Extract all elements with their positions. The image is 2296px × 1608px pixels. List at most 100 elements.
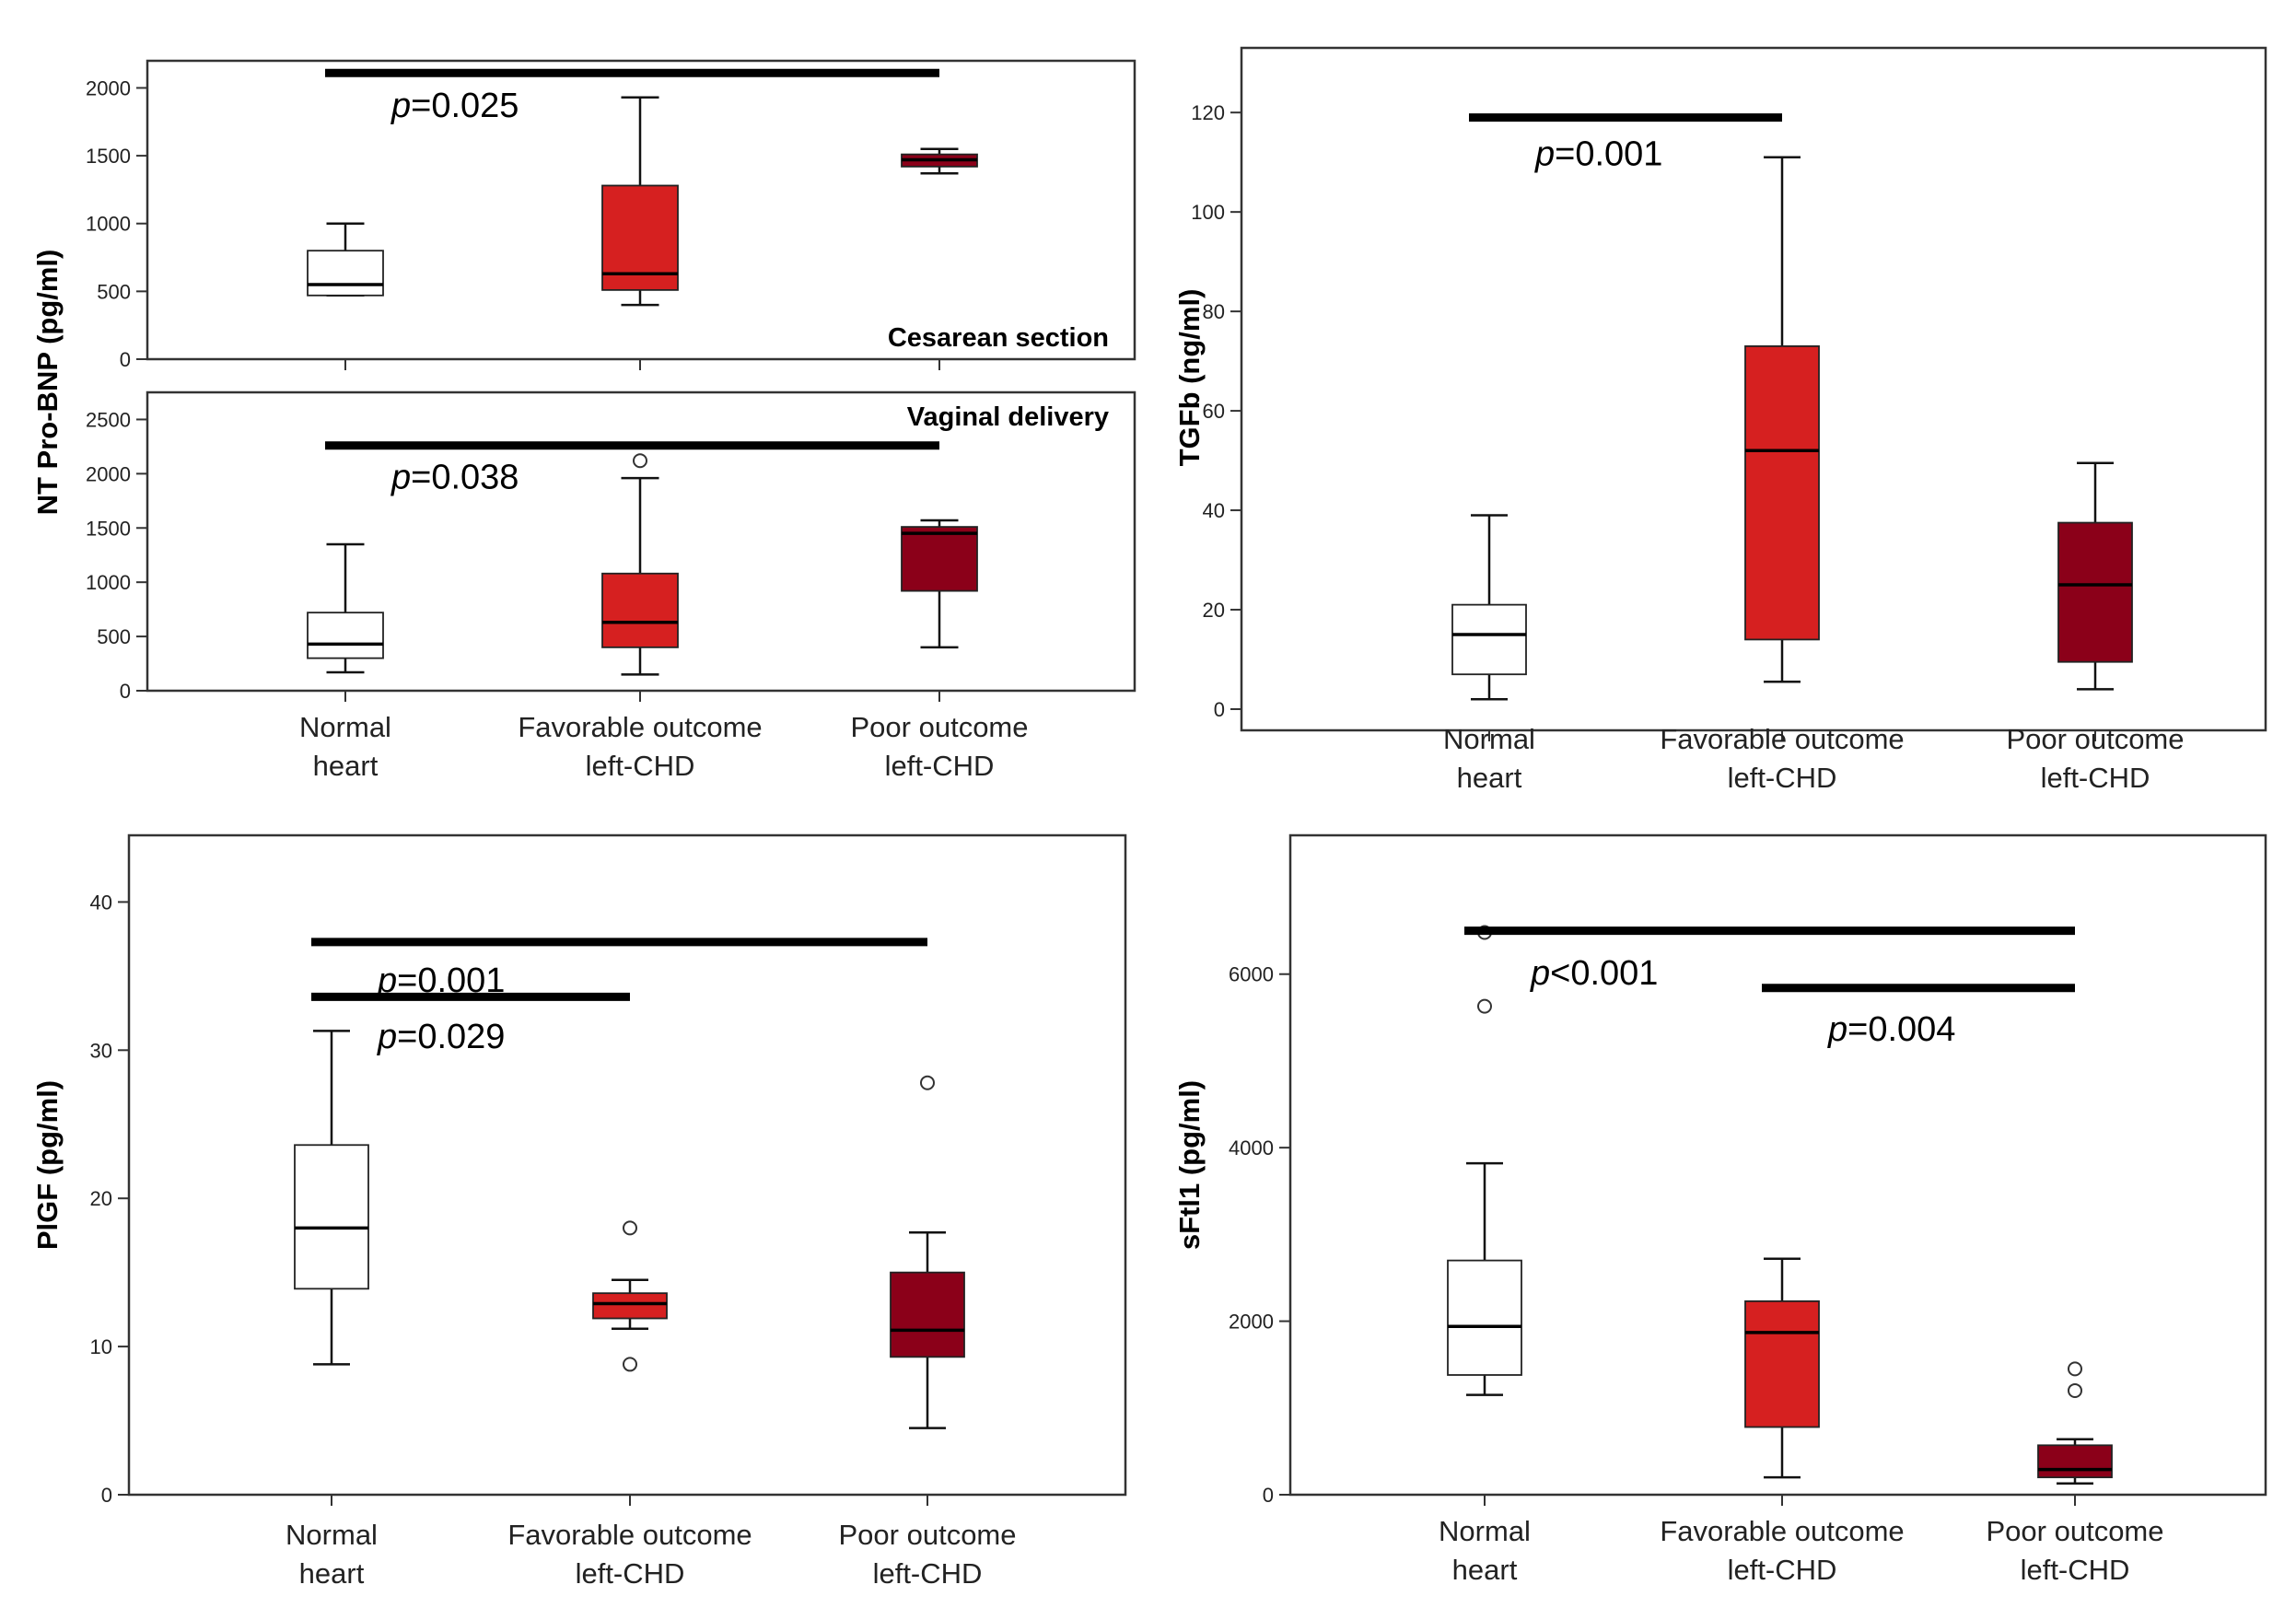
box-poor-outcome [890, 1075, 965, 1429]
y-tick-label: 120 [1191, 101, 1225, 124]
plot-frame [127, 833, 1127, 1497]
y-tick-label: 0 [1214, 698, 1225, 721]
box-favorable-outcome [1744, 156, 1820, 683]
box-iqr [592, 1292, 668, 1320]
box-iqr [601, 572, 679, 648]
x-category-label-line: heart [299, 1557, 365, 1590]
box-normal-heart [294, 1030, 369, 1366]
y-tick-label: 4000 [1229, 1136, 1274, 1159]
p-value-label: p=0.001 [1534, 134, 1662, 173]
y-tick-label: 2000 [86, 76, 131, 99]
y-tick-label: 30 [90, 1039, 112, 1062]
x-category-label-line: Normal [299, 711, 391, 743]
y-tick-label: 20 [90, 1187, 112, 1210]
p-value: =0.025 [411, 87, 519, 125]
x-category-label-line: left-CHD [2021, 1554, 2130, 1586]
x-category-label-line: Normal [286, 1519, 378, 1551]
box-favorable-outcome [601, 96, 679, 307]
box-iqr [1744, 1300, 1820, 1428]
panel-annotation: Vaginal delivery [907, 402, 1109, 432]
x-category-label: Poor outcome left-CHD [2007, 723, 2185, 794]
box-favorable-outcome [592, 1220, 668, 1372]
y-axis-label: TGFb (ng/ml) [1173, 289, 1206, 467]
x-category-label-line: left-CHD [1728, 1554, 1837, 1586]
y-axis-label: PlGF (pg/ml) [31, 1080, 64, 1250]
y-axis-label: sFtl1 (pg/ml) [1173, 1080, 1206, 1250]
p-value-label: p<0.001 [1530, 954, 1658, 993]
box-iqr [307, 612, 384, 659]
y-tick-label: 10 [90, 1335, 112, 1358]
box-poor-outcome [2057, 461, 2133, 691]
x-category-label-line: left-CHD [885, 750, 995, 782]
x-category-label: Normal heart [1443, 723, 1535, 794]
outlier-point [623, 1220, 637, 1236]
x-category-label-line: left-CHD [586, 750, 695, 782]
x-category-label: Poor outcome left-CHD [1987, 1515, 2164, 1586]
p-value: <0.001 [1550, 954, 1658, 993]
plot-frame [1240, 46, 2267, 732]
y-tick-label: 0 [1263, 1484, 1274, 1507]
chart-tgfb: 0 20 40 60 80 100 120 p=0.001 TGFb (ng/ml) [1173, 46, 2267, 741]
x-category-label-line: Poor outcome [1987, 1515, 2164, 1547]
plot-frame [1288, 833, 2267, 1497]
p-symbol: p [390, 87, 411, 125]
x-category-label: Favorable outcome left-CHD [1660, 1515, 1904, 1586]
y-tick-label: 1500 [86, 145, 131, 168]
y-tick-label: 0 [120, 680, 131, 703]
y-tick-label: 500 [97, 280, 131, 303]
box-normal-heart [1447, 925, 1522, 1396]
y-tick-label: 2000 [86, 462, 131, 485]
x-category-label-line: left-CHD [2041, 762, 2150, 794]
y-tick-label: 1000 [86, 213, 131, 236]
x-category-label: Normal heart [286, 1519, 378, 1590]
p-symbol: p [1827, 1010, 1847, 1049]
y-tick-label: 500 [97, 625, 131, 648]
box-favorable-outcome [1744, 1257, 1820, 1479]
x-category-label-line: heart [313, 750, 379, 782]
x-category-label-line: Favorable outcome [518, 711, 762, 743]
p-value: =0.038 [411, 459, 519, 497]
box-iqr [1744, 345, 1820, 641]
p-value: =0.004 [1847, 1010, 1955, 1049]
outlier-point [633, 453, 647, 469]
x-category-label: Poor outcome left-CHD [839, 1519, 1017, 1590]
y-tick-label: 80 [1203, 300, 1225, 323]
box-poor-outcome [901, 519, 978, 649]
x-category-label-line: Poor outcome [2007, 723, 2185, 755]
box-poor-outcome [901, 147, 978, 175]
x-category-label-line: left-CHD [873, 1557, 983, 1590]
panel-annotation: Cesarean section [888, 323, 1109, 353]
x-category-label: Poor outcome left-CHD [851, 711, 1029, 782]
y-tick-label: 2000 [1229, 1311, 1274, 1334]
box-normal-heart [307, 542, 384, 674]
x-category-label-line: left-CHD [576, 1557, 685, 1590]
box-iqr [2057, 521, 2133, 663]
p-value-label: p=0.025 [390, 87, 519, 125]
box-iqr [1451, 603, 1527, 676]
p-symbol: p [390, 459, 411, 497]
y-tick-label: 0 [101, 1484, 112, 1507]
x-category-label: Favorable outcome left-CHD [1660, 723, 1904, 794]
x-category-label-line: heart [1452, 1554, 1518, 1586]
y-tick-label: 1500 [86, 517, 131, 540]
box-poor-outcome [2037, 1361, 2113, 1486]
x-category-label: Normal heart [299, 711, 391, 782]
x-category-label-line: Normal [1443, 723, 1535, 755]
p-value: =0.001 [1555, 134, 1662, 173]
p-symbol: p [377, 1018, 397, 1056]
x-category-label-line: Normal [1439, 1515, 1531, 1547]
x-category-label: Favorable outcome left-CHD [518, 711, 762, 782]
x-category-label-line: Favorable outcome [1660, 723, 1904, 755]
x-category-label: Normal heart [1439, 1515, 1531, 1586]
box-iqr [890, 1271, 965, 1358]
box-normal-heart [1451, 514, 1527, 701]
y-axis-label: NT Pro-BNP (pg/ml) [31, 250, 64, 516]
x-category-label-line: Poor outcome [851, 711, 1029, 743]
outlier-point [2068, 1382, 2082, 1398]
box-iqr [307, 250, 384, 297]
x-category-label-line: left-CHD [1728, 762, 1837, 794]
